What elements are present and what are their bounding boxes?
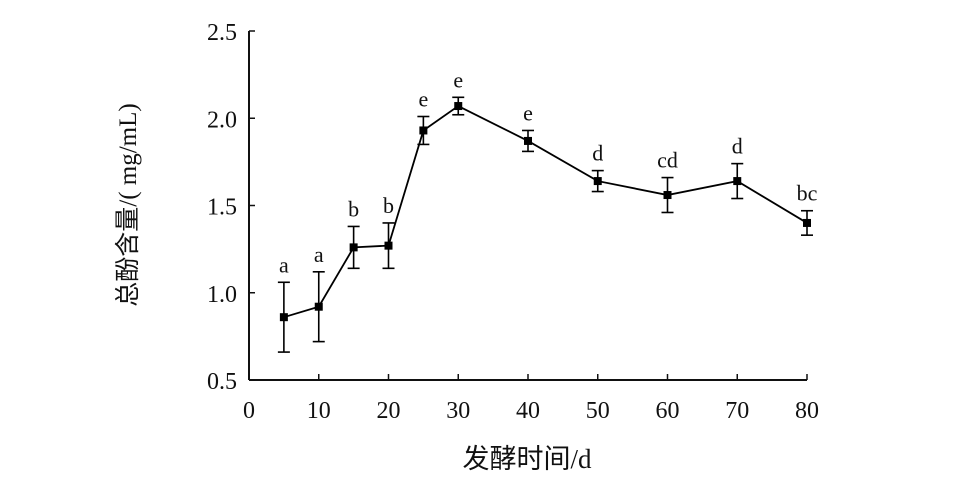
data-point [733,177,742,186]
y-tick-label: 2.0 [207,107,237,133]
x-tick-label: 50 [586,398,610,424]
x-tick-label: 70 [725,398,749,424]
data-point [419,126,428,135]
significance-label: e [523,100,533,125]
x-axis-ticks: 0 10 20 30 40 50 60 70 80 [243,374,819,424]
significance-label: d [732,134,743,159]
data-point [524,136,532,145]
y-tick-label: 0.5 [207,369,237,395]
y-axis-title: 总酚含量/( mg/mL) [114,103,142,306]
data-point [593,177,602,186]
data-point [279,313,288,322]
data-point [384,241,393,250]
x-tick-label: 80 [795,398,819,424]
data-points [279,102,811,322]
significance-label: e [418,87,428,112]
series-line [283,104,808,319]
y-tick-label: 2.5 [207,20,237,46]
x-tick-label: 30 [446,398,470,424]
significance-label: b [348,196,359,221]
significance-label: bc [797,181,818,206]
y-tick-label: 1.0 [207,282,237,308]
data-point [803,218,811,227]
x-tick-label: 0 [243,398,255,424]
significance-label: e [453,67,463,92]
y-tick-label: 1.5 [207,195,237,221]
significance-label: b [383,193,394,218]
significance-label: a [279,252,289,277]
x-tick-label: 20 [377,398,401,424]
significance-label: d [592,141,603,166]
data-point [314,302,323,311]
data-point [454,102,463,111]
x-axis-title: 发酵时间/d [462,444,592,474]
x-tick-label: 40 [516,398,540,424]
significance-label: a [314,242,324,267]
axes [248,31,807,381]
series-line-group [283,104,808,319]
significance-label: cd [657,148,678,173]
x-tick-label: 60 [656,398,680,424]
y-axis-ticks: 0.5 1.0 1.5 2.0 2.5 [207,20,255,395]
data-point [663,191,672,200]
data-point [349,243,358,252]
x-tick-label: 10 [307,398,331,424]
